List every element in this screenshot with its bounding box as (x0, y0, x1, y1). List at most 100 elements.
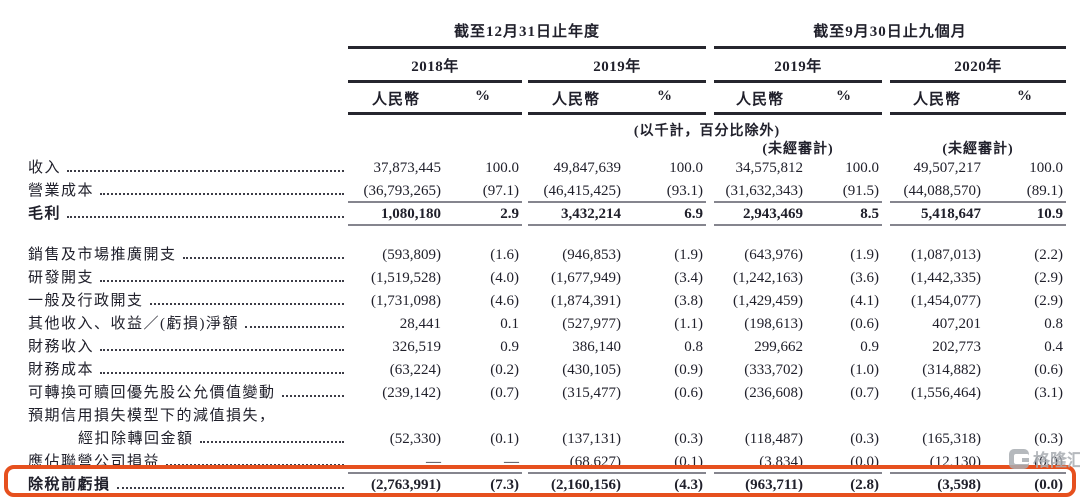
value-cell: (137,131) (562, 431, 621, 447)
table-row: 研發開支 (1,519,528) (4.0) (1,677,949) (3.4)… (28, 267, 1066, 290)
value-cell: (0.0) (984, 451, 1066, 474)
value-cell: 2,943,469 (714, 203, 806, 226)
value-cell: (3.1) (1034, 385, 1063, 401)
value-cell: 100.0 (669, 160, 703, 176)
row-label: 銷售及市場推廣開支 (28, 244, 348, 267)
value-cell: 5,418,647 (890, 203, 984, 226)
table-row: 營業成本 (36,793,265) (97.1) (46,415,425) (9… (28, 180, 1066, 203)
value-cell: (1.6) (490, 247, 519, 263)
table-row: 其他收入、收益／(虧損)淨額 28,441 0.1 (527,977) (1.1… (28, 313, 1066, 336)
value-cell: (1.1) (674, 316, 703, 332)
dot-leader (281, 395, 344, 397)
value-cell (624, 405, 706, 428)
value-cell: (165,318) (922, 431, 981, 447)
value-cell: 0.1 (500, 316, 519, 332)
value-cell: 0.4 (1044, 339, 1063, 355)
value-cell: (198,613) (744, 316, 803, 332)
row-label: 財務收入 (28, 336, 348, 359)
dot-leader (67, 170, 344, 172)
year-header-2018: 2018年 (348, 49, 522, 83)
value-cell: (91.5) (806, 180, 882, 203)
value-cell: (52,330) (389, 431, 441, 447)
value-cell: 34,575,812 (735, 160, 804, 176)
row-label: 收入 (28, 157, 348, 180)
table-row: 銷售及市場推廣開支 (593,809) (1.6) (946,853) (1.9… (28, 244, 1066, 267)
dot-leader (149, 303, 344, 305)
value-cell: (593,809) (382, 247, 441, 263)
row-label-text: 除稅前虧損 (28, 477, 111, 493)
row-label: 預期信用損失模型下的減值損失， (28, 405, 348, 428)
value-cell: 1,080,180 (348, 203, 444, 226)
dot-leader (100, 372, 344, 374)
row-label: 一般及行政開支 (28, 290, 348, 313)
value-cell: (643,976) (744, 247, 803, 263)
row-label: 可轉換可贖回優先股公允價值變動 (28, 382, 348, 405)
year-header-2019-9m: 2019年 (714, 49, 882, 83)
value-cell: (239,142) (382, 385, 441, 401)
value-cell: (1,731,098) (371, 293, 441, 309)
value-cell: (0.7) (850, 385, 879, 401)
value-cell: (3,598) (890, 474, 984, 497)
col-group-year-ended-dec31: 截至12月31日止年度 (348, 14, 706, 49)
table-row: 毛利 1,080,180 2.9 3,432,214 6.9 2,943,469… (28, 203, 1066, 226)
value-cell: (2.2) (1034, 247, 1063, 263)
value-cell (528, 405, 624, 428)
value-cell: (0.2) (490, 362, 519, 378)
value-cell (984, 405, 1066, 428)
value-cell: 326,519 (392, 339, 441, 355)
value-cell: (12,130) (890, 451, 984, 474)
value-cell: (1,454,077) (911, 293, 981, 309)
year-header-row: 2018年 2019年 2019年 2020年 (28, 49, 1066, 83)
value-cell: (1.0) (850, 362, 879, 378)
value-cell: (0.3) (674, 431, 703, 447)
unaudited-note: (未經審計) (942, 142, 1014, 157)
col-header-currency: 人民幣 (890, 83, 984, 115)
value-cell: (314,882) (922, 362, 981, 378)
row-label: 研發開支 (28, 267, 348, 290)
row-label-text: 可轉換可贖回優先股公允價值變動 (28, 385, 276, 401)
value-cell: (1,242,163) (733, 270, 803, 286)
value-cell: (1,519,528) (371, 270, 441, 286)
table-row: 經扣除轉回金額 (52,330) (0.1) (137,131) (0.3) (… (28, 428, 1066, 451)
row-label-text: 經扣除轉回金額 (78, 431, 194, 447)
row-label: 毛利 (28, 203, 348, 226)
value-cell: (7.3) (444, 474, 522, 497)
value-cell: (31,632,343) (714, 180, 806, 203)
col-header-percent: % (624, 83, 706, 115)
value-cell: 37,873,445 (373, 160, 442, 176)
watermark-text: 格隆汇 (1033, 451, 1080, 470)
value-cell: (0.1) (490, 431, 519, 447)
row-label: 除稅前虧損 (28, 474, 348, 497)
value-cell: (0.9) (674, 362, 703, 378)
units-note: (以千計，百分比除外) (633, 124, 781, 139)
value-cell: (4.6) (490, 293, 519, 309)
row-label: 營業成本 (28, 180, 348, 203)
col-header-currency: 人民幣 (348, 83, 444, 115)
value-cell: (93.1) (624, 180, 706, 203)
col-header-percent: % (806, 83, 882, 115)
value-cell: (97.1) (444, 180, 522, 203)
value-cell: (89.1) (984, 180, 1066, 203)
value-cell: — (348, 451, 444, 474)
table-row: 財務成本 (63,224) (0.2) (430,105) (0.9) (333… (28, 359, 1066, 382)
value-cell: (0.1) (624, 451, 706, 474)
column-header-row: 人民幣 % 人民幣 % 人民幣 % 人民幣 % (28, 83, 1066, 115)
value-cell (714, 405, 806, 428)
row-label-text: 收入 (28, 160, 62, 176)
value-cell (806, 405, 882, 428)
col-header-percent: % (984, 83, 1066, 115)
table-row: 除稅前虧損 (2,763,991) (7.3) (2,160,156) (4.3… (4, 465, 1076, 497)
table-row: 財務收入 326,519 0.9 386,140 0.8 299,662 0.9… (28, 336, 1066, 359)
value-cell (890, 405, 984, 428)
value-cell: 10.9 (984, 203, 1066, 226)
value-cell: (1,442,335) (911, 270, 981, 286)
value-cell: 8.5 (806, 203, 882, 226)
value-cell: (236,608) (744, 385, 803, 401)
dot-leader (166, 464, 344, 466)
financial-table: 截至12月31日止年度 截至9月30日止九個月 2018年 2019年 2019… (4, 14, 1076, 497)
value-cell: 49,507,217 (913, 160, 982, 176)
value-cell: 386,140 (572, 339, 621, 355)
value-cell: 6.9 (624, 203, 706, 226)
value-cell: 2.9 (444, 203, 522, 226)
row-label: 應佔聯營公司損益 (28, 451, 348, 474)
